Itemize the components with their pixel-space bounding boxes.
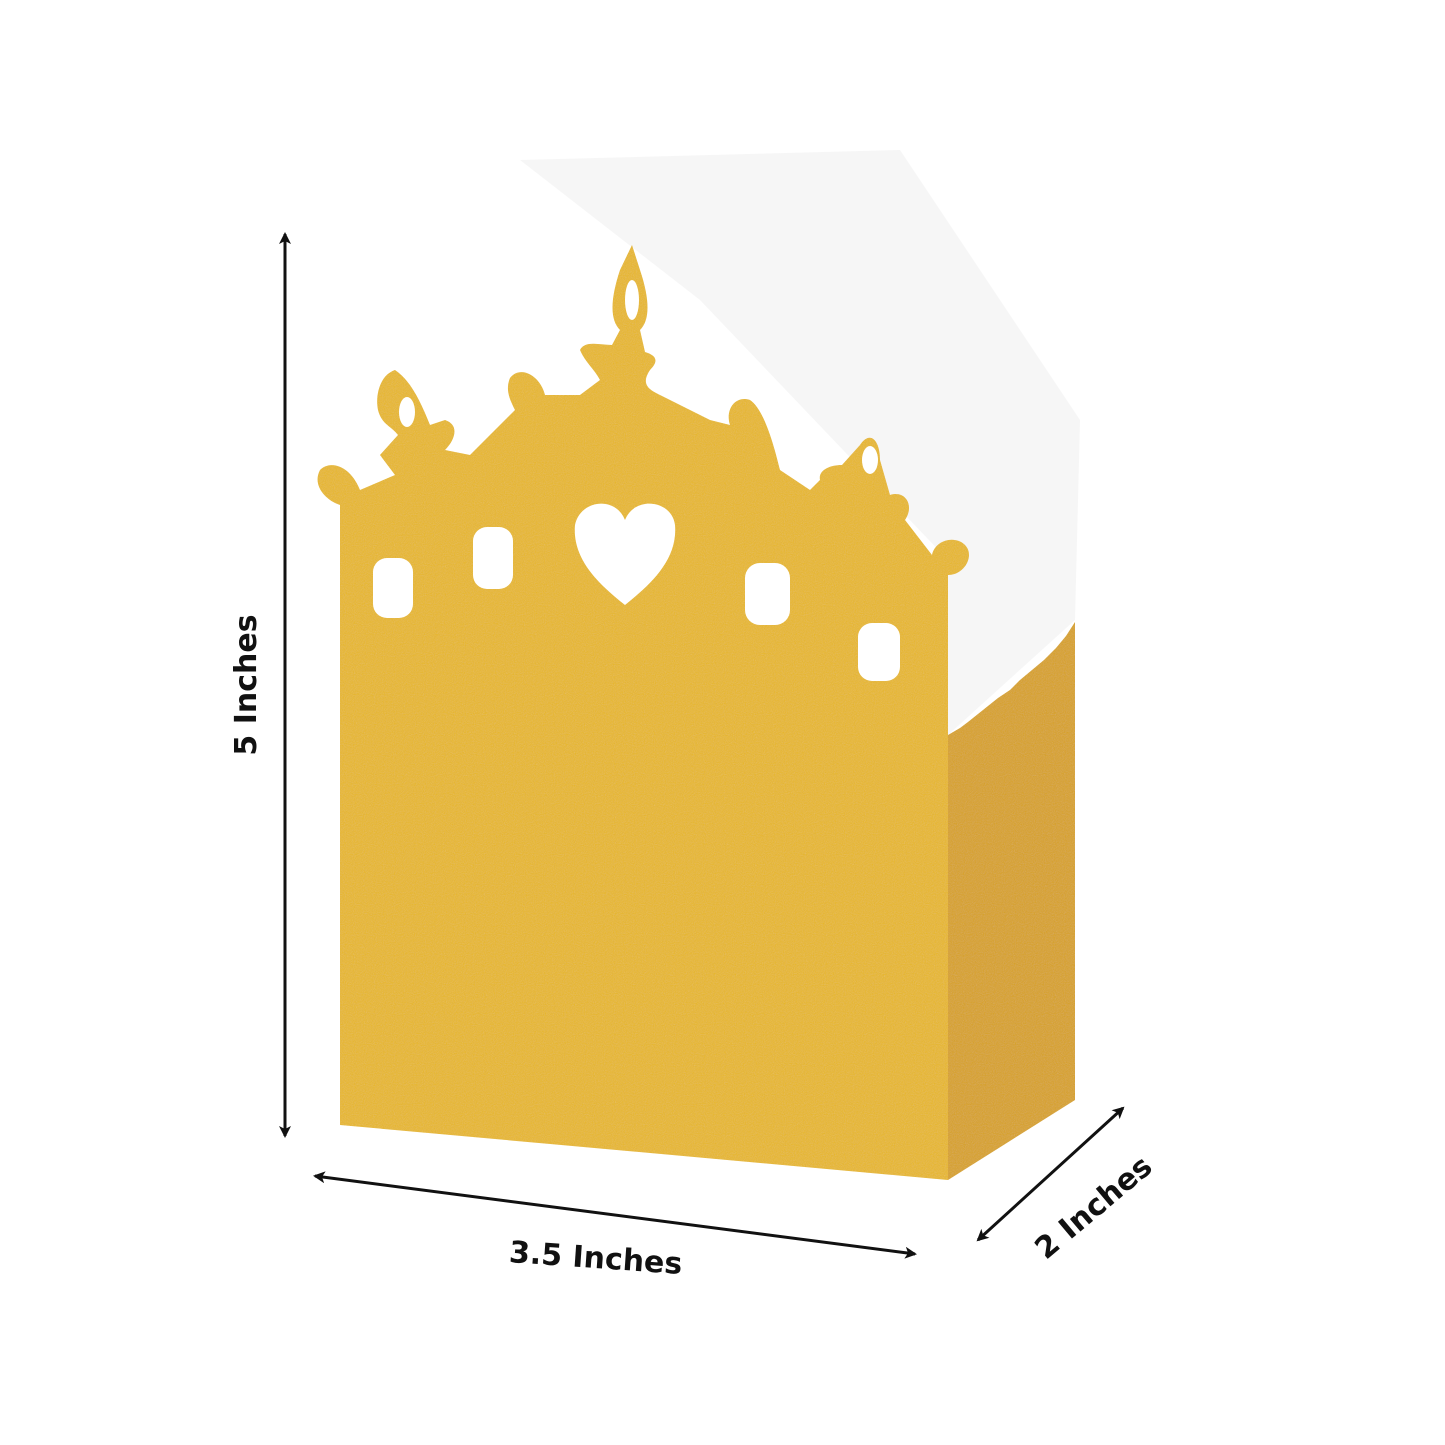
height-label: 5 Inches — [229, 614, 264, 755]
back-panel — [520, 150, 1080, 735]
crown-cutouts — [373, 280, 900, 681]
width-arrow — [313, 1171, 917, 1259]
heart-cutout — [574, 503, 676, 605]
depth-arrow — [976, 1106, 1125, 1242]
bag-front-face — [317, 245, 969, 1180]
bag-side-face — [948, 622, 1075, 1180]
width-label: 3.5 Inches — [508, 1235, 683, 1282]
depth-label: 2 Inches — [1029, 1149, 1160, 1267]
